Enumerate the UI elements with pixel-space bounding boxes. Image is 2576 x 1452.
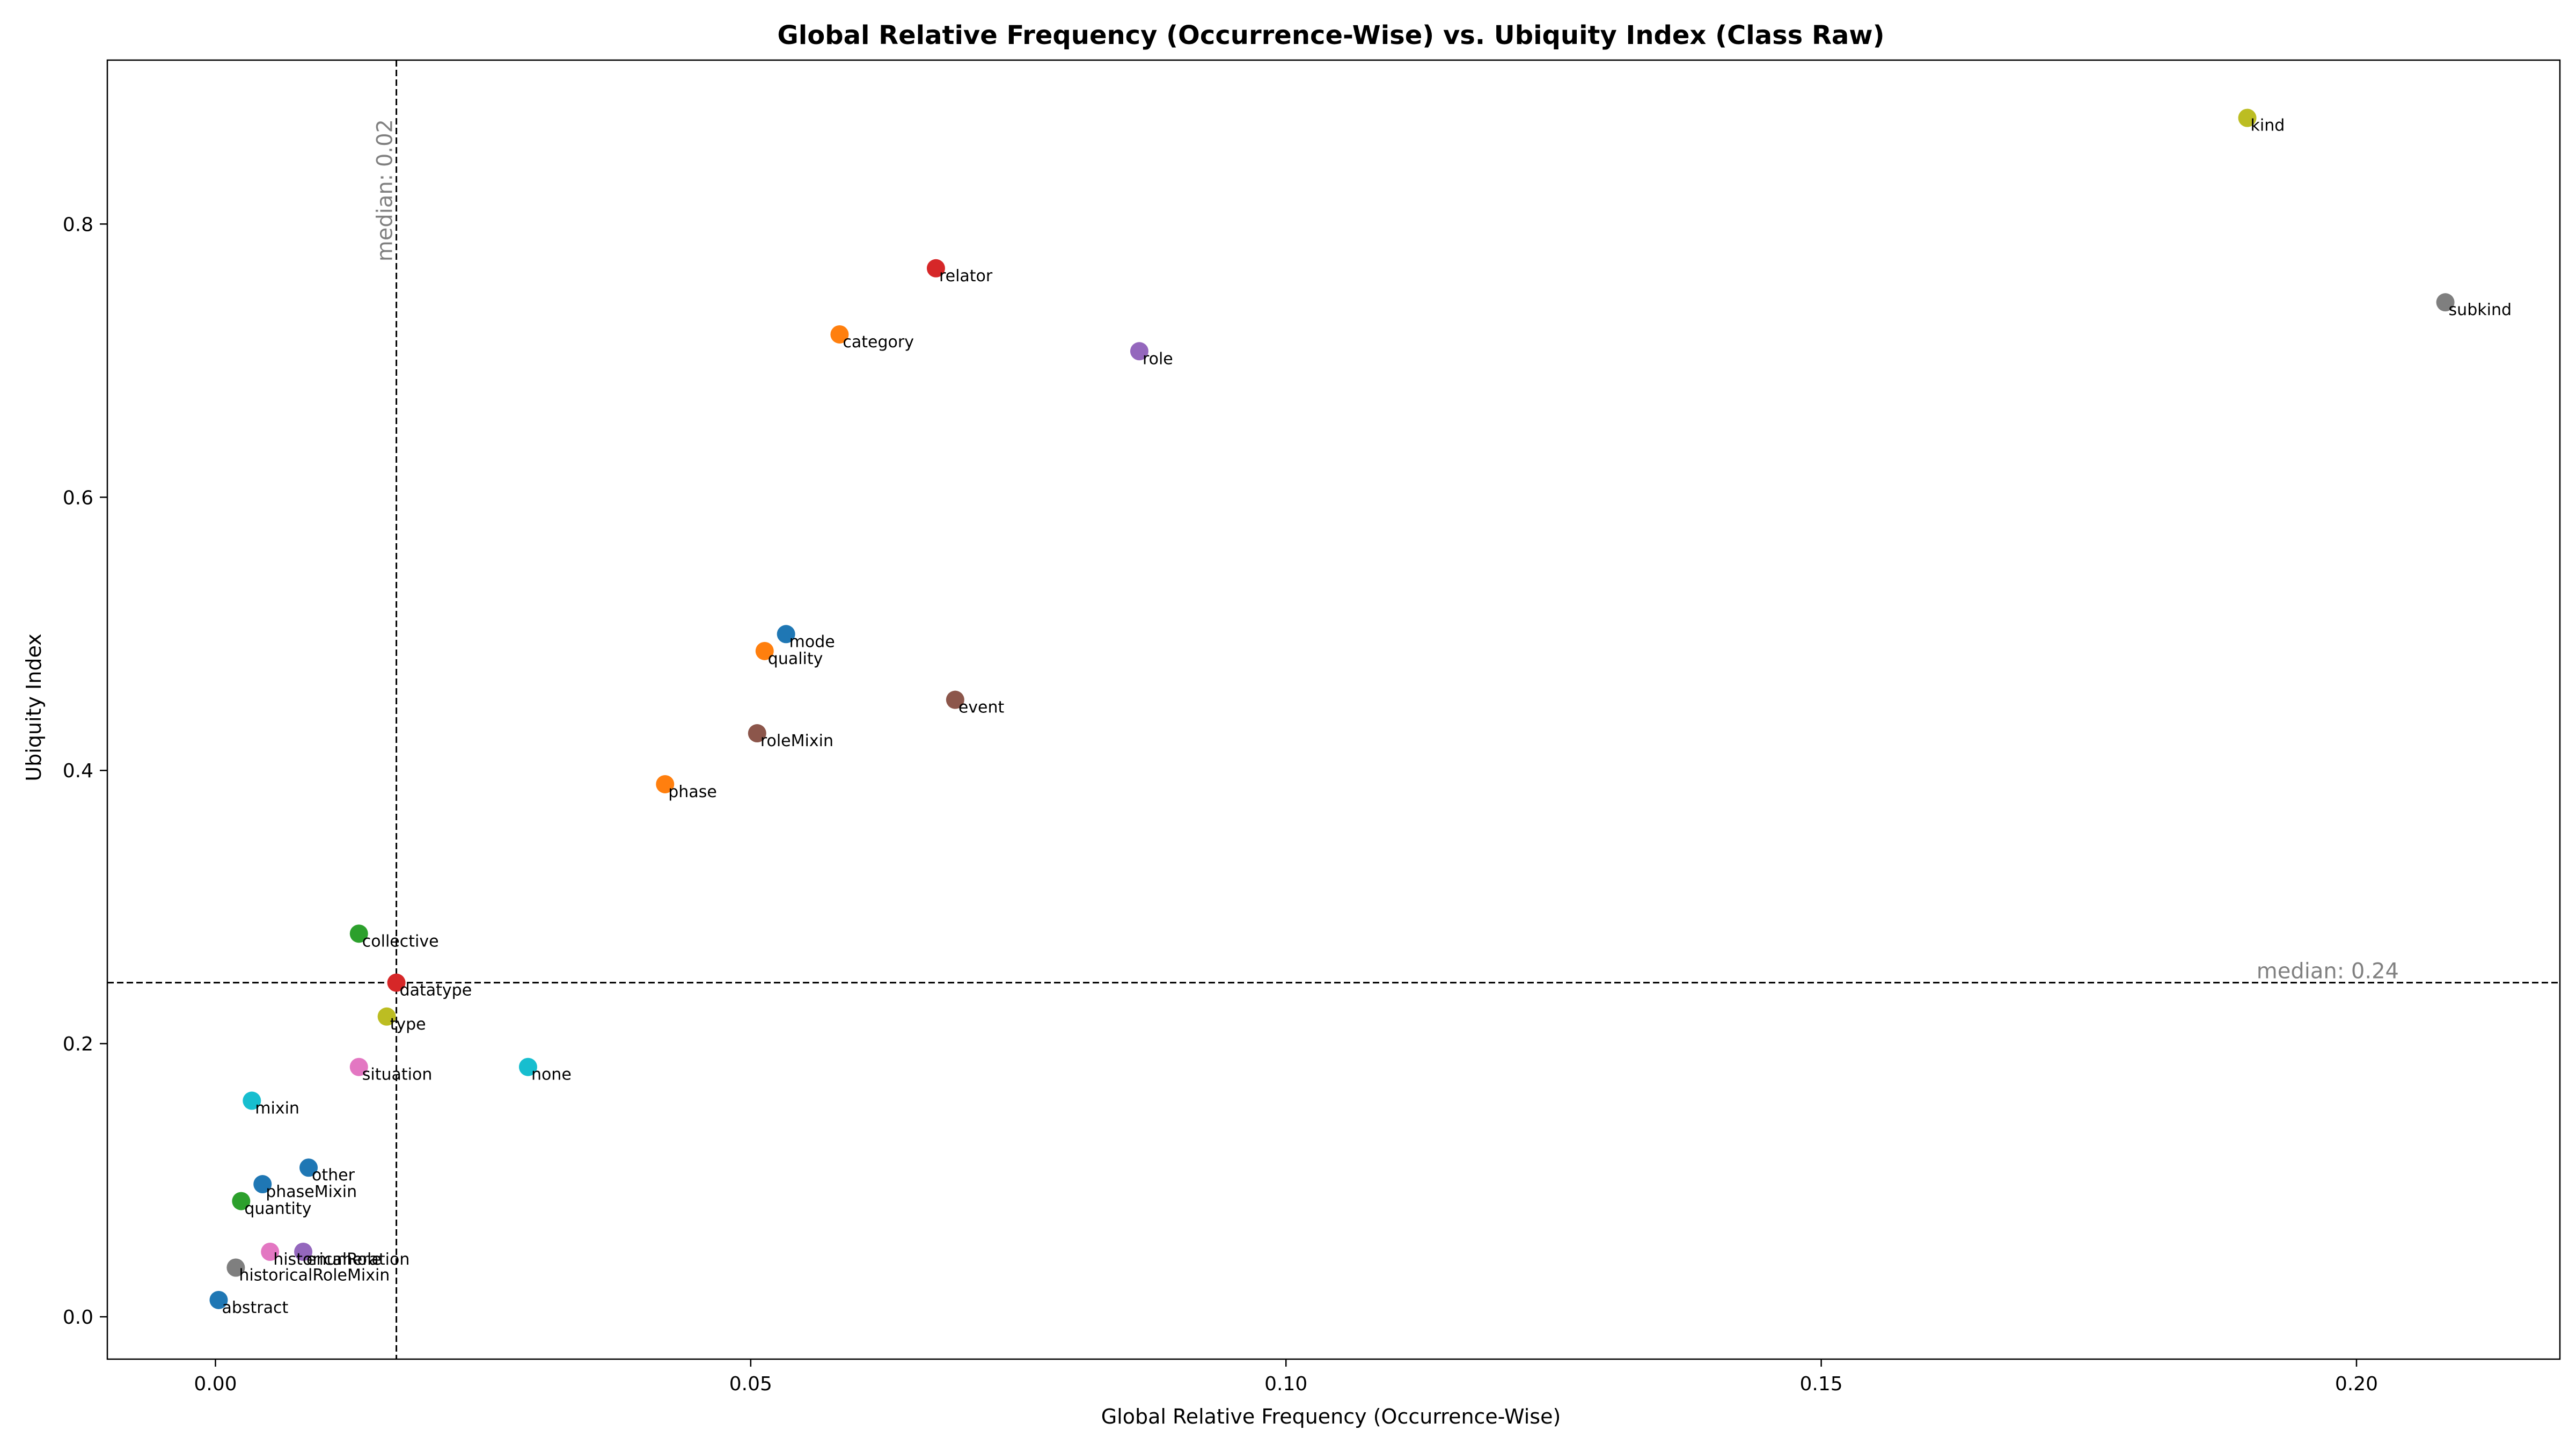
y-tick-label: 0.6 [63,487,93,509]
data-point-historicalRole [261,1242,280,1261]
median-y-label: median: 0.24 [2257,959,2399,984]
x-tick-label: 0.20 [2335,1373,2378,1395]
median-x-label: median: 0.02 [373,119,398,261]
data-point-historicalRoleMixin [226,1258,245,1277]
data-label-phase: phase [668,783,717,801]
data-point-none [518,1057,537,1076]
data-label-historicalRoleMixin: historicalRoleMixin [239,1266,390,1285]
data-point-type [377,1007,396,1026]
data-point-mixin [243,1091,261,1110]
data-label-abstract: abstract [222,1298,288,1317]
y-tick-label: 0.4 [63,760,93,782]
data-label-event: event [958,698,1005,717]
x-tick-label: 0.15 [1800,1373,1843,1395]
data-point-datatype [387,973,406,992]
data-label-relator: relator [939,267,993,286]
y-tick-label: 0.0 [63,1307,93,1329]
data-point-quantity [232,1192,251,1210]
y-tick-label: 0.8 [63,214,93,236]
plot-area: 0.00 0.05 0.10 0.15 0.20 0.0 0.2 0.4 0.6 0.8 media… [63,59,2561,1395]
data-label-phaseMixin: phaseMixin [266,1183,357,1201]
data-label-category: category [843,333,914,352]
data-point-subkind [2436,293,2455,312]
data-point-kind [2238,108,2257,127]
data-point-enumeration [294,1242,313,1261]
data-point-abstract [209,1290,228,1309]
data-label-quality: quality [768,650,823,668]
data-point-category [830,325,849,344]
data-label-role: role [1143,349,1173,368]
data-label-kind: kind [2251,116,2285,135]
data-point-situation [349,1057,368,1076]
data-label-situation: situation [362,1066,433,1084]
x-tick-label: 0.10 [1264,1373,1307,1395]
data-point-phase [656,775,675,793]
data-point-role [1130,342,1148,361]
data-point-collective [349,924,368,943]
chart-title: Global Relative Frequency (Occurrence-Wi… [777,20,1884,50]
data-label-datatype: datatype [400,981,472,1000]
data-label-subkind: subkind [2449,301,2512,319]
data-point-mode [777,625,795,644]
x-tick-label: 0.00 [194,1373,237,1395]
data-point-other [299,1158,318,1177]
data-label-roleMixin: roleMixin [760,732,833,750]
data-label-other: other [312,1166,355,1185]
y-tick-label: 0.2 [63,1033,93,1055]
y-axis-label: Ubiquity Index [22,633,46,781]
x-axis-label: Global Relative Frequency (Occurrence-Wi… [1101,1405,1561,1428]
data-label-none: none [531,1066,572,1084]
data-label-enumeration: enumeration [306,1250,409,1269]
data-point-phaseMixin [253,1175,272,1194]
data-label-historicalRole: historicalRole [273,1250,382,1269]
plot-frame [106,59,2561,1360]
x-tick-label: 0.05 [729,1373,772,1395]
data-label-type: type [390,1015,426,1034]
data-point-event [946,690,964,709]
data-point-roleMixin [748,724,766,743]
data-label-mixin: mixin [255,1099,299,1118]
data-label-collective: collective [362,932,439,951]
data-point-quality [755,641,774,660]
data-label-quantity: quantity [244,1200,311,1218]
data-point-relator [926,259,945,278]
data-label-mode: mode [789,632,835,651]
